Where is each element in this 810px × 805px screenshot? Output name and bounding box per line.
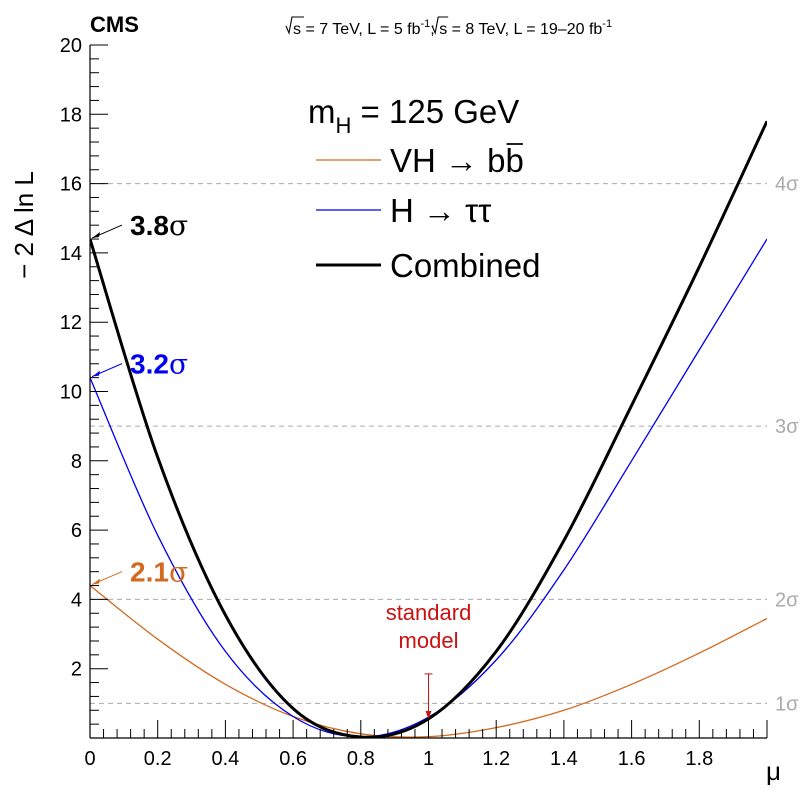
- annotation-arrowhead-2: [92, 370, 100, 377]
- sm-label-line1: standard: [386, 600, 472, 625]
- y-tick-label-8: 16: [60, 174, 82, 196]
- sm-label-line2: model: [399, 628, 459, 653]
- y-tick-label-7: 14: [60, 243, 82, 265]
- annotation-arrowhead-3: [92, 578, 100, 585]
- x-tick-label-10: 1.8: [685, 748, 713, 770]
- x-tick-label-1: 0: [84, 748, 95, 770]
- sigma-label-4: 4σ: [775, 174, 799, 196]
- x-tick-label-3: 0.4: [211, 748, 239, 770]
- y-tick-label-5: 10: [60, 382, 82, 404]
- sigma-label-2: 2σ: [775, 589, 799, 611]
- x-axis-title: μ: [766, 756, 781, 786]
- y-tick-label-4: 8: [71, 451, 82, 473]
- y-tick-label-3: 6: [71, 520, 82, 542]
- svg-text:s = 7 TeV, L = 5 fb-1; s = 8 T: s = 7 TeV, L = 5 fb-1; s = 8 TeV, L = 19…: [293, 18, 612, 38]
- sqrt-sign-2: [431, 16, 449, 35]
- annotation-arrowhead-1: [92, 232, 100, 239]
- x-tick-label-8: 1.4: [550, 748, 578, 770]
- legend-entry-3: Combined: [390, 247, 540, 284]
- annotation-label-2: 3.2σ: [130, 348, 188, 381]
- legend-entry-2: H → ττ: [390, 192, 491, 229]
- x-tick-label-5: 0.8: [347, 748, 375, 770]
- sigma-label-3: 3σ: [775, 416, 799, 438]
- y-tick-label-2: 4: [71, 589, 82, 611]
- energy-label: s = 7 TeV, L = 5 fb-1; s = 8 TeV, L = 19…: [285, 16, 612, 38]
- energy-sep: ;: [430, 21, 439, 38]
- sigma-label-1: 1σ: [775, 693, 799, 715]
- energy-part-2: = 8 TeV, L = 19–20 fb: [447, 21, 602, 38]
- sm-marker-arrowhead: [425, 710, 432, 719]
- energy-sup-2: -1: [602, 18, 612, 30]
- energy-part-1: = 7 TeV, L = 5 fb: [301, 21, 421, 38]
- y-axis-title: − 2 Δ ln L: [9, 171, 39, 279]
- y-tick-label-6: 12: [60, 312, 82, 334]
- energy-sqrt-2: s: [439, 21, 447, 38]
- x-tick-label-2: 0.2: [144, 748, 172, 770]
- annotation-label-3: 2.1σ: [130, 556, 188, 589]
- legend-title: mH = 125 GeV: [308, 93, 519, 138]
- x-tick-label-9: 1.6: [618, 748, 646, 770]
- energy-sup-1: -1: [421, 18, 431, 30]
- series-line-3: [90, 120, 767, 738]
- experiment-label: CMS: [90, 12, 139, 37]
- x-tick-label-6: 1: [423, 748, 434, 770]
- annotation-label-1: 3.8σ: [130, 209, 188, 242]
- y-tick-label-1: 2: [71, 659, 82, 681]
- x-tick-label-7: 1.2: [482, 748, 510, 770]
- legend-entry-1: VH → bb: [390, 142, 524, 179]
- y-tick-label-9: 18: [60, 104, 82, 126]
- sqrt-sign-1: [285, 16, 304, 35]
- y-tick-label-10: 20: [60, 35, 82, 57]
- x-tick-label-4: 0.6: [279, 748, 307, 770]
- energy-sqrt-1: s: [293, 21, 301, 38]
